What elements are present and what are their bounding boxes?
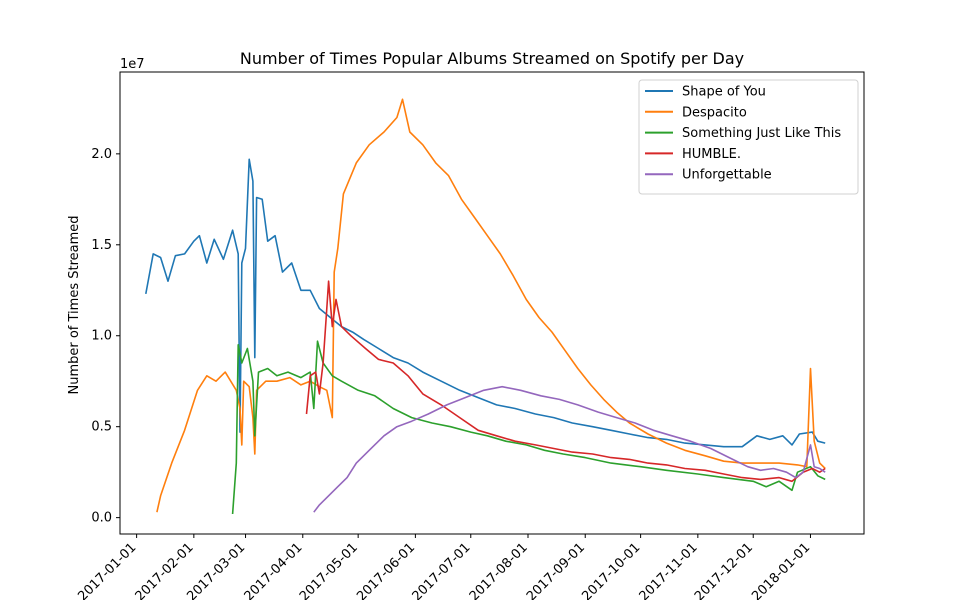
x-tick-label: 2017-08-01 — [467, 540, 531, 600]
x-tick-label: 2018-01-01 — [749, 540, 813, 600]
x-tick-label: 2017-11-01 — [637, 540, 701, 600]
x-tick-label: 2017-07-01 — [410, 540, 474, 600]
x-tick-label: 2017-09-01 — [524, 540, 588, 600]
legend-label-something-just-like-this: Something Just Like This — [682, 126, 841, 141]
legend: Shape of You Despacito Something Just Like… — [638, 79, 859, 195]
x-tick-label: 2017-12-01 — [692, 540, 756, 600]
legend-label-despacito: Despacito — [682, 105, 747, 120]
x-tick-label: 2017-10-01 — [579, 540, 643, 600]
y-tick-label: 1.0 — [91, 329, 112, 344]
legend-label-unforgettable: Unforgettable — [682, 168, 772, 183]
series-line-shape-of-you — [145, 158, 826, 448]
legend-label-humble: HUMBLE. — [682, 147, 741, 162]
series-line-humble — [305, 280, 826, 483]
y-tick-label: 1.5 — [91, 238, 112, 253]
x-tick-label: 2017-01-01 — [75, 540, 139, 600]
series-line-unforgettable — [313, 385, 826, 513]
x-tick-label: 2017-04-01 — [242, 540, 306, 600]
y-tick-label: 0.5 — [91, 420, 112, 435]
legend-label-shape-of-you: Shape of You — [682, 85, 766, 100]
x-tick-label: 2017-06-01 — [354, 540, 418, 600]
x-tick-label: 2017-05-01 — [297, 540, 361, 600]
y-axis-label: Number of Times Streamed — [67, 215, 82, 394]
chart-title: Number of Times Popular Albums Streamed … — [240, 49, 744, 68]
series-line-despacito — [156, 98, 826, 513]
legend-box — [638, 79, 859, 195]
y-offset-label: 1e7 — [120, 57, 145, 72]
series-line-something-just-like-this — [231, 340, 826, 515]
y-tick-label: 2.0 — [91, 147, 112, 162]
y-tick-label: 0.0 — [91, 511, 112, 526]
axes-frame — [119, 71, 865, 535]
